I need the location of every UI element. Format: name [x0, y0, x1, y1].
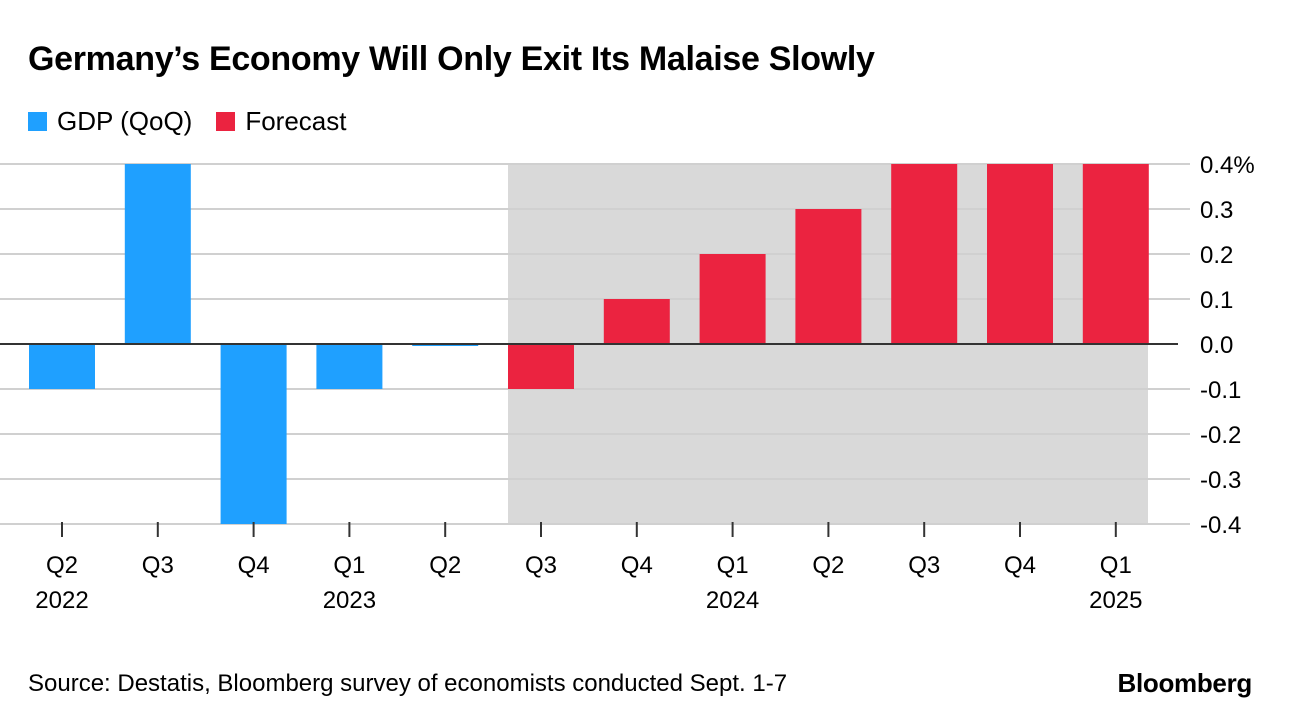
legend: GDP (QoQ) Forecast: [28, 106, 370, 137]
bar-q3-2024: [891, 164, 958, 344]
bloomberg-logo: Bloomberg: [1117, 668, 1252, 698]
y-tick-label: 0.0: [1200, 332, 1233, 359]
x-tick-label-quarter: Q1: [1100, 552, 1132, 579]
bar-q1-2023: [316, 344, 383, 389]
x-tick-label-quarter: Q2: [46, 552, 78, 579]
x-tick-label-quarter: Q3: [908, 552, 940, 579]
x-tick-label-quarter: Q2: [429, 552, 461, 579]
x-tick-label-year: 2022: [35, 587, 88, 614]
legend-swatch-gdp: [28, 112, 47, 131]
source-note: Source: Destatis, Bloomberg survey of ec…: [28, 670, 788, 697]
bar-q4-2024: [987, 164, 1053, 344]
x-tick-label-quarter: Q4: [238, 552, 270, 579]
y-tick-label: -0.1: [1200, 377, 1241, 404]
bar-q2-2022: [29, 344, 95, 389]
x-tick-label-year: 2023: [323, 587, 376, 614]
x-tick-label-quarter: Q1: [717, 552, 749, 579]
bar-q4-2022: [220, 344, 287, 524]
y-tick-label: 0.2: [1200, 242, 1233, 269]
y-tick-label: 0.3: [1200, 197, 1233, 224]
x-tick-label-quarter: Q3: [142, 552, 174, 579]
x-tick-label-quarter: Q3: [525, 552, 557, 579]
y-tick-label: 0.4%: [1200, 152, 1255, 179]
bar-q3-2022: [124, 164, 191, 344]
y-tick-label: 0.1: [1200, 287, 1233, 314]
bar-q1-2025: [1082, 164, 1149, 344]
y-tick-label: -0.3: [1200, 467, 1241, 494]
bar-q2-2024: [795, 209, 862, 344]
bar-chart: 0.4% 0.3 0.2 0.1 0.0 -0.1 -0.2 -0.3 -0.4 Q2 2022 Q3…: [0, 152, 1255, 614]
legend-item-gdp: GDP (QoQ): [28, 106, 192, 137]
legend-swatch-forecast: [216, 112, 236, 131]
x-tick-label-year: 2025: [1089, 587, 1142, 614]
bar-q4-2023: [603, 299, 670, 344]
legend-item-forecast: Forecast: [216, 106, 346, 137]
x-tick-label-year: 2024: [706, 587, 759, 614]
x-tick-label-quarter: Q4: [1004, 552, 1036, 579]
bar-q1-2024: [699, 254, 766, 344]
x-tick-label-quarter: Q2: [812, 552, 844, 579]
x-tick-label-quarter: Q1: [333, 552, 365, 579]
y-tick-label: -0.4: [1200, 512, 1241, 539]
legend-label-forecast: Forecast: [245, 106, 347, 136]
legend-label-gdp: GDP (QoQ): [57, 106, 193, 136]
bar-q3-2023: [508, 344, 574, 389]
chart-title: Germany’s Economy Will Only Exit Its Mal…: [28, 40, 875, 78]
x-tick-label-quarter: Q4: [621, 552, 653, 579]
y-tick-label: -0.2: [1200, 422, 1241, 449]
